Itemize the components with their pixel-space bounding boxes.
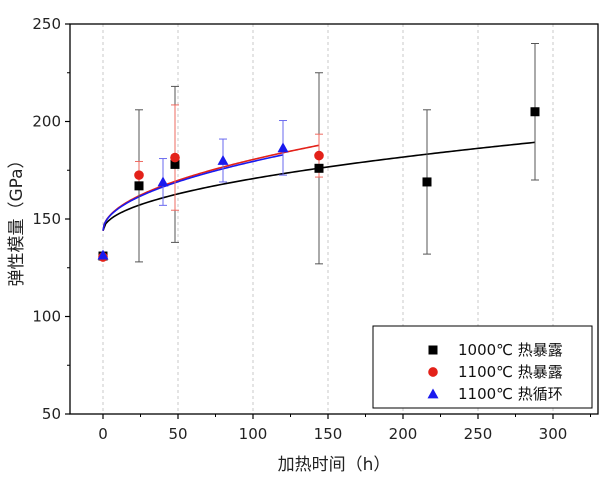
x-tick-label: 50 [168,425,187,443]
legend-label-series-2: 1100℃ 热暴露 [458,363,563,381]
data-point-series-1 [134,181,144,191]
legend-label-series-3: 1100℃ 热循环 [458,385,563,403]
data-point-series-2 [170,152,180,163]
x-tick-label: 0 [98,425,108,443]
y-tick-label: 150 [32,210,61,228]
x-axis: 0 50 100 150 200 250 300 [98,414,591,443]
y-tick-label: 50 [42,405,61,423]
fit-curve-series-3 [102,154,284,231]
data-point-series-2 [314,150,324,161]
legend: 1000℃ 热暴露 1100℃ 热暴露 1100℃ 热循环 [372,325,593,409]
x-tick-label: 250 [464,425,493,443]
data-point-series-3 [97,249,109,260]
legend-marker-series-3 [427,388,439,399]
legend-marker-series-2 [428,367,438,377]
data-point-series-3 [157,176,169,187]
y-tick-label: 100 [32,308,61,326]
y-tick-label: 250 [32,15,61,33]
y-axis: 50 100 150 200 250 [32,15,70,423]
legend-label-series-1: 1000℃ 热暴露 [458,341,563,359]
x-axis-title: 加热时间（h） [278,455,391,475]
data-point-series-1 [530,107,540,117]
x-tick-label: 150 [314,425,343,443]
x-tick-label: 300 [539,425,568,443]
legend-box [372,325,593,409]
data-point-series-3 [277,142,289,153]
y-tick-label: 200 [32,113,61,131]
x-tick-label: 200 [389,425,418,443]
y-axis-title: 弹性模量（GPa） [7,151,27,286]
data-markers [97,107,540,262]
x-tick-label: 100 [239,425,268,443]
legend-marker-series-1 [428,345,438,355]
data-point-series-1 [170,159,180,169]
data-point-series-1 [422,177,432,187]
data-point-series-1 [314,163,324,173]
data-point-series-2 [134,170,144,180]
data-point-series-3 [217,155,229,165]
